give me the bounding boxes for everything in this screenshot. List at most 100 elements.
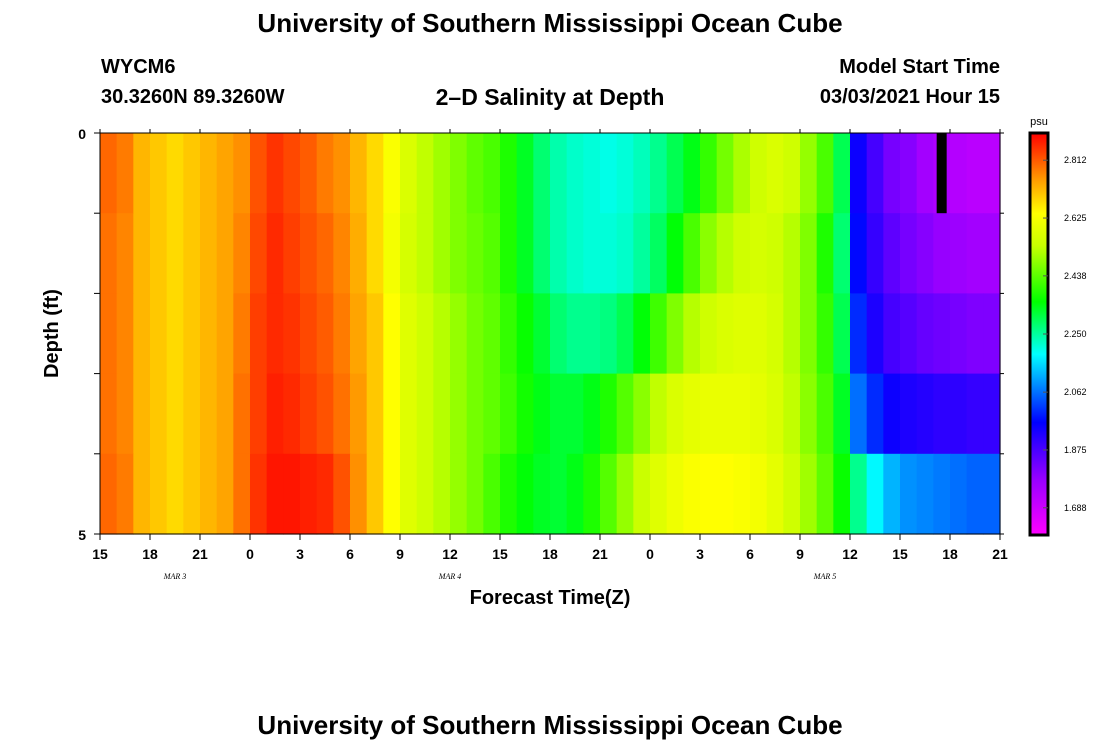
heatmap-cell [166, 373, 184, 455]
heatmap-cell [883, 133, 901, 214]
heatmap-cell [916, 133, 934, 214]
heatmap-cell [116, 213, 134, 294]
colorbar-tick-label: 1.688 [1064, 503, 1087, 513]
heatmap-cell [100, 373, 118, 455]
heatmap-cell [233, 373, 251, 455]
heatmap-cell [983, 133, 1001, 214]
colorbar-tick-label: 2.812 [1064, 155, 1087, 165]
heatmap-cell [916, 453, 934, 535]
heatmap-cell [450, 373, 468, 455]
heatmap-cell [833, 213, 851, 294]
heatmap-cell [466, 293, 484, 375]
heatmap-cell [583, 133, 601, 214]
heatmap-cell [816, 213, 834, 294]
heatmap-cell [900, 453, 918, 535]
heatmap-cell [366, 453, 384, 535]
heatmap-cell [166, 293, 184, 375]
model-start-time: 03/03/2021 Hour 15 [819, 86, 1000, 108]
heatmap-cell [716, 453, 734, 535]
heatmap-cell [483, 373, 501, 455]
heatmap-cell [416, 373, 434, 455]
x-tick-label: 0 [646, 546, 654, 562]
heatmap-cell [483, 213, 501, 294]
heatmap-cell [516, 373, 534, 455]
heatmap-cell [450, 213, 468, 294]
heatmap-cell [483, 453, 501, 535]
missing-data-cell [936, 133, 947, 214]
heatmap-cell [916, 373, 934, 455]
heatmap-cell [616, 293, 634, 375]
heatmap-cell [200, 133, 218, 214]
heatmap-cell [166, 213, 184, 294]
heatmap-cell [383, 293, 401, 375]
heatmap-cell [250, 213, 268, 294]
heatmap-cell [733, 373, 751, 455]
date-label: MAR 3 [163, 572, 186, 581]
heatmap-cell [266, 293, 284, 375]
heatmap-cell [666, 453, 684, 535]
heatmap-cell [533, 373, 551, 455]
heatmap-cell [250, 293, 268, 375]
heatmap-cell [416, 133, 434, 214]
heatmap-cell [150, 453, 168, 535]
heatmap-cell [666, 133, 684, 214]
heatmap-cell [466, 213, 484, 294]
heatmap-cell [950, 373, 968, 455]
heatmap-cell [866, 373, 884, 455]
x-tick-label: 0 [246, 546, 254, 562]
heatmap-cell [233, 453, 251, 535]
heatmap-cell [583, 213, 601, 294]
heatmap-cell [283, 213, 301, 294]
heatmap-cell [833, 373, 851, 455]
x-tick-label: 12 [442, 546, 458, 562]
heatmap-cell [883, 453, 901, 535]
heatmap-cell [333, 453, 351, 535]
heatmap-cell [850, 133, 868, 214]
heatmap-cell [633, 133, 651, 214]
heatmap-cell [366, 293, 384, 375]
heatmap-cell [516, 453, 534, 535]
heatmap-cell [683, 373, 701, 455]
heatmap-cell [166, 453, 184, 535]
heatmap-cell [633, 453, 651, 535]
y-axis-title: Depth (ft) [41, 289, 63, 378]
heatmap-cell [950, 133, 968, 214]
heatmap-cell [216, 213, 234, 294]
heatmap-cell [250, 373, 268, 455]
heatmap-cell [450, 453, 468, 535]
heatmap-cell [500, 213, 518, 294]
heatmap-cell [750, 293, 768, 375]
heatmap-cell [816, 133, 834, 214]
heatmap-cell [733, 213, 751, 294]
heatmap-cell [983, 373, 1001, 455]
x-tick-label: 21 [992, 546, 1008, 562]
colorbar-tick-label: 2.625 [1064, 213, 1087, 223]
heatmap-cell [533, 133, 551, 214]
heatmap-cell [700, 293, 718, 375]
heatmap-cell [133, 293, 151, 375]
chart-subtitle: 2–D Salinity at Depth [435, 84, 665, 110]
heatmap-cell [800, 453, 818, 535]
heatmap-cell [683, 453, 701, 535]
heatmap-cell [783, 373, 801, 455]
heatmap-cell [433, 213, 451, 294]
heatmap-cell [350, 453, 368, 535]
x-tick-label: 15 [892, 546, 908, 562]
heatmap-cell [566, 133, 584, 214]
heatmap-cell [816, 293, 834, 375]
heatmap-cell [333, 133, 351, 214]
heatmap-cell [150, 213, 168, 294]
heatmap-cell [550, 213, 568, 294]
heatmap-cell [350, 133, 368, 214]
heatmap-cell [816, 453, 834, 535]
heatmap-cell [216, 133, 234, 214]
colorbar-units: psu [1030, 116, 1048, 128]
model-start-label: Model Start Time [839, 56, 1000, 78]
heatmap-cell [400, 373, 418, 455]
heatmap-cell [216, 453, 234, 535]
heatmap-cell [416, 293, 434, 375]
heatmap-cell [683, 133, 701, 214]
heatmap-cell [650, 453, 668, 535]
date-label: MAR 5 [813, 572, 836, 581]
heatmap-cell [133, 133, 151, 214]
